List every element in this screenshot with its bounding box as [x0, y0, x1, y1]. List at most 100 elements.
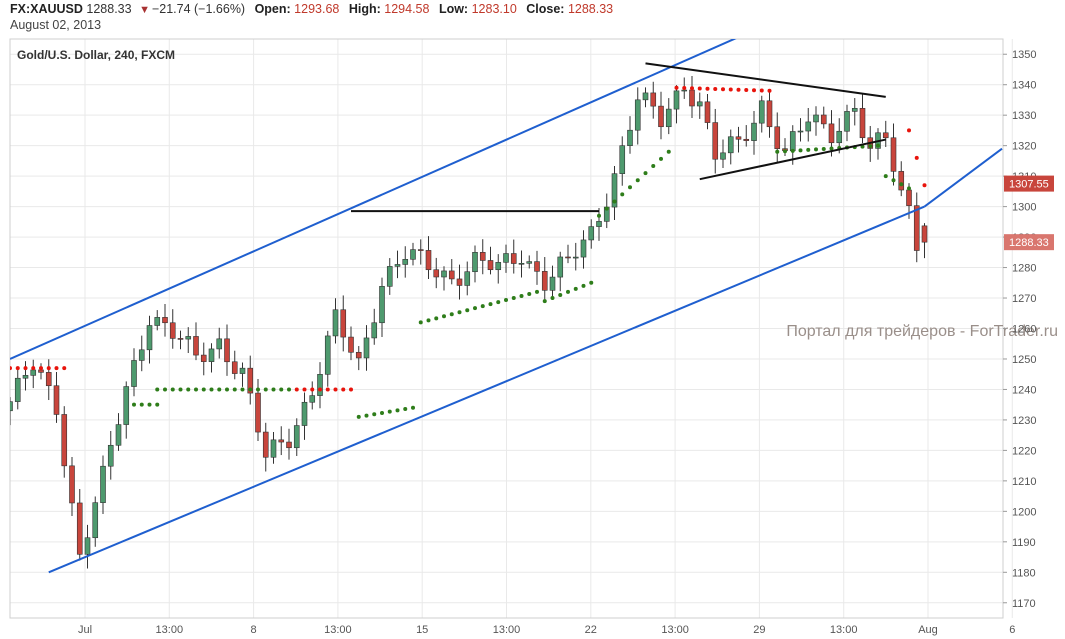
candle-body — [84, 537, 91, 555]
sar-dot — [356, 414, 361, 419]
x-tick-label: 13:00 — [661, 624, 689, 636]
sar-dot — [139, 402, 144, 407]
sar-dot — [15, 366, 20, 371]
y-tick-label: 1340 — [1012, 80, 1036, 92]
sar-dot — [759, 88, 764, 93]
price-change: −21.74 (−1.66%) — [151, 2, 246, 16]
sar-dot — [480, 304, 485, 309]
y-tick-label: 1330 — [1012, 110, 1036, 122]
candle-body — [689, 89, 695, 107]
sar-dot — [372, 412, 377, 417]
candle-body — [472, 252, 478, 273]
candle-body — [131, 360, 137, 387]
sar-dot — [891, 178, 896, 183]
sar-dot — [682, 86, 687, 91]
candle-body — [510, 253, 517, 264]
sar-dot — [155, 387, 160, 392]
sar-dot — [814, 147, 818, 152]
candle-body — [45, 372, 52, 387]
candle-body — [658, 105, 664, 128]
sar-dot — [364, 413, 369, 418]
parabolic-sar — [10, 85, 927, 419]
y-tick-label: 1240 — [1012, 384, 1036, 396]
y-tick-label: 1300 — [1012, 202, 1036, 214]
sar-dot — [728, 87, 733, 92]
candle-body — [844, 111, 850, 132]
y-tick-label: 1270 — [1012, 293, 1036, 305]
candle-body — [813, 114, 819, 123]
open-label: Open: — [254, 2, 291, 16]
sar-dot — [783, 149, 787, 154]
channel-upper-line — [10, 39, 737, 360]
candle-body — [448, 270, 455, 280]
y-tick-label: 1250 — [1012, 354, 1036, 366]
candle-body — [317, 374, 323, 396]
sar-dot — [31, 366, 36, 371]
sar-dot — [899, 182, 904, 187]
chart-date: August 02, 2013 — [10, 18, 102, 32]
chart-title: Gold/U.S. Dollar, 240, FXCM — [17, 48, 175, 62]
x-tick-label: 6 — [1009, 624, 1015, 636]
sar-dot — [465, 308, 470, 313]
sar-dot — [635, 178, 640, 183]
sar-dot — [775, 149, 780, 154]
sar-dot — [248, 387, 253, 392]
sar-dot — [225, 387, 229, 392]
sar-dot — [558, 292, 563, 297]
sar-dot — [721, 87, 725, 92]
sar-dot — [287, 387, 291, 392]
sar-dot — [883, 174, 888, 179]
open-value: 1293.68 — [294, 2, 340, 16]
sar-dot — [186, 387, 191, 392]
candle-body — [704, 101, 711, 123]
candle-body — [247, 367, 254, 394]
sar-dot — [697, 86, 702, 91]
candle-body — [417, 249, 424, 251]
sar-dot — [132, 402, 136, 407]
candle-body — [162, 317, 168, 324]
y-tick-label: 1190 — [1012, 537, 1036, 549]
candle-body — [394, 264, 401, 267]
candle-body — [363, 337, 370, 359]
triangle-top-line — [645, 62, 886, 98]
sar-dot — [434, 316, 439, 321]
sar-dot — [178, 387, 183, 392]
sar-dot — [566, 289, 570, 294]
candle-body — [565, 256, 571, 259]
sar-dot — [449, 312, 454, 317]
candle-body — [193, 336, 199, 356]
sar-dot — [581, 283, 586, 288]
low-label: Low: — [438, 2, 469, 16]
candle-body — [348, 336, 354, 353]
candle-body — [425, 250, 432, 271]
last-price: 1288.33 — [86, 2, 132, 16]
candle-body — [38, 369, 44, 373]
candle-body — [278, 439, 285, 443]
sar-dot — [496, 300, 501, 305]
sar-dot — [744, 88, 749, 93]
candle-body — [588, 226, 595, 241]
candle-body — [216, 338, 223, 350]
candle-body — [22, 375, 29, 379]
sar-dot — [310, 387, 315, 392]
sar-dot — [542, 299, 547, 304]
candle-body — [727, 136, 734, 154]
sar-dot — [612, 199, 617, 204]
sar-dot — [54, 366, 59, 371]
y-tick-label: 1200 — [1012, 506, 1036, 518]
candle-body — [402, 259, 409, 265]
sar-dot — [418, 320, 423, 325]
sar-dot — [806, 147, 811, 152]
sar-dot — [519, 293, 524, 298]
candle-body — [441, 270, 447, 278]
candle-body — [859, 108, 866, 139]
candle-body — [255, 392, 261, 433]
low-value: 1283.10 — [471, 2, 517, 16]
candle-body — [138, 349, 145, 361]
candle-body — [309, 395, 316, 403]
candle-body — [518, 262, 525, 265]
sar-dot — [821, 146, 826, 151]
candle-body — [10, 401, 13, 412]
candle-body — [572, 256, 579, 259]
